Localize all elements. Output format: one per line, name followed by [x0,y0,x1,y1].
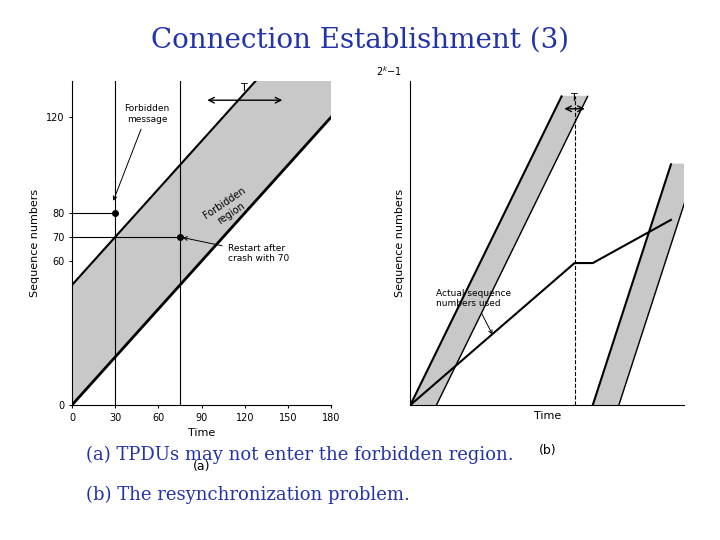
Text: T: T [571,92,578,103]
Polygon shape [410,97,588,405]
Y-axis label: Sequence numbers: Sequence numbers [30,189,40,297]
Text: Forbidden
message: Forbidden message [113,104,169,200]
Polygon shape [72,0,331,405]
Text: (a): (a) [193,460,210,473]
Polygon shape [593,164,697,405]
Text: Actual sequence
numbers used: Actual sequence numbers used [436,289,512,334]
Y-axis label: Sequence numbers: Sequence numbers [395,189,405,297]
Text: T: T [241,83,248,93]
X-axis label: Time: Time [188,428,215,438]
Text: Forbidden
region: Forbidden region [202,186,253,231]
Polygon shape [72,237,115,405]
Text: (a) TPDUs may not enter the forbidden region.: (a) TPDUs may not enter the forbidden re… [86,446,514,464]
X-axis label: Time: Time [534,410,561,421]
Text: (b) The resynchronization problem.: (b) The resynchronization problem. [86,486,410,504]
Text: Restart after
crash with 70: Restart after crash with 70 [184,237,289,263]
Text: $2^k{-}1$: $2^k{-}1$ [377,64,402,78]
Text: (b): (b) [539,443,556,457]
Text: Connection Establishment (3): Connection Establishment (3) [151,27,569,54]
